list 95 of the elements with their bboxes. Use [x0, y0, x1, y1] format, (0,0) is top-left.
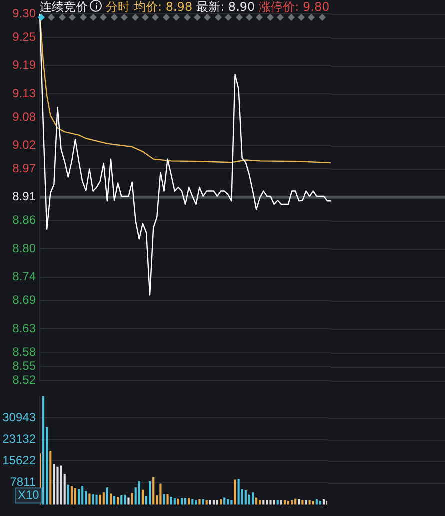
bar	[56, 466, 59, 505]
bar	[149, 481, 152, 505]
bar	[53, 464, 56, 505]
y-tick-label: 9.19	[12, 58, 36, 72]
bar	[259, 500, 262, 505]
bar	[287, 501, 290, 505]
bar	[308, 500, 311, 505]
bar	[96, 494, 98, 505]
bar	[163, 494, 166, 505]
bar	[262, 500, 265, 505]
y-tick-label: 9.13	[12, 86, 36, 100]
bar	[230, 500, 233, 505]
annotation: 涨停价: 9.80	[259, 0, 330, 14]
bar	[227, 499, 230, 505]
y-tick-label: 9.30	[12, 6, 36, 20]
y-tick-label: 8.86	[12, 213, 36, 228]
bar	[88, 494, 91, 505]
bar	[248, 494, 250, 505]
bar	[82, 486, 84, 505]
bar	[280, 500, 282, 505]
bar	[224, 498, 226, 505]
bar	[319, 501, 322, 505]
bar	[220, 499, 222, 505]
bar	[142, 490, 144, 505]
y-tick-label: 8.58	[12, 344, 36, 359]
bar	[273, 500, 276, 505]
bar	[312, 501, 314, 505]
y-tick-label: 8.80	[12, 241, 36, 256]
bar	[92, 494, 94, 505]
bar	[276, 500, 279, 505]
bar	[266, 500, 268, 505]
bar	[284, 500, 286, 505]
bar	[70, 486, 73, 505]
bar	[298, 499, 300, 505]
bar	[131, 493, 134, 505]
bar	[209, 500, 212, 505]
bar	[244, 490, 247, 505]
y-axis-title: X10	[18, 488, 40, 502]
bar	[206, 500, 208, 505]
y-tick-label: 15622	[2, 453, 36, 468]
bar	[252, 492, 254, 505]
bar	[212, 500, 215, 505]
bar	[294, 498, 297, 505]
bar	[270, 500, 272, 505]
y-tick-label: 8.97	[12, 161, 36, 176]
bar	[234, 480, 236, 505]
annotation: 均价: 8.98	[134, 0, 193, 14]
y-tick-label: 8.52	[12, 373, 36, 388]
y-tick-label: 8.74	[12, 270, 36, 284]
bar	[198, 499, 201, 505]
y-tick-label: 8.91	[12, 190, 36, 204]
bar	[138, 481, 140, 505]
bar	[50, 451, 52, 505]
bar	[102, 492, 105, 505]
bar	[117, 497, 120, 505]
y-tick-label: 8.69	[12, 293, 36, 308]
bar	[67, 484, 70, 505]
bar	[302, 500, 304, 505]
bar	[42, 396, 45, 505]
y-tick-label: 8.55	[12, 359, 36, 374]
y-tick-label: 7811	[10, 475, 36, 490]
y-tick-label: 9.08	[12, 110, 36, 124]
bar	[170, 497, 172, 505]
y-tick-label: 8.63	[12, 321, 36, 336]
bar	[316, 499, 318, 505]
y-tick-label: 23132	[2, 432, 36, 446]
annotation: 最新: 8.90	[196, 0, 256, 14]
bar	[60, 466, 62, 505]
chart-title: 连续竞价	[40, 0, 88, 14]
bar	[160, 484, 162, 505]
bar	[124, 494, 126, 505]
annotation: 分时	[106, 0, 130, 14]
y-tick-label: 9.02	[12, 138, 36, 152]
bar	[120, 495, 123, 505]
bar	[216, 500, 219, 505]
y-tick-label: 30943	[2, 410, 36, 424]
bar	[238, 479, 240, 505]
bar	[128, 498, 130, 505]
bar	[192, 499, 194, 505]
bar	[305, 500, 308, 505]
bar	[110, 494, 112, 505]
bar	[202, 499, 204, 505]
bar	[322, 499, 326, 505]
bar	[106, 488, 108, 505]
bar	[177, 498, 180, 505]
bar	[74, 488, 77, 505]
bar	[114, 496, 116, 505]
bar	[78, 489, 80, 505]
bar	[195, 500, 198, 505]
bar	[291, 500, 294, 505]
y-tick-label: 9.25	[12, 30, 36, 44]
bar	[99, 494, 102, 505]
bar	[166, 494, 169, 505]
bar	[152, 478, 155, 505]
bar	[256, 498, 258, 505]
